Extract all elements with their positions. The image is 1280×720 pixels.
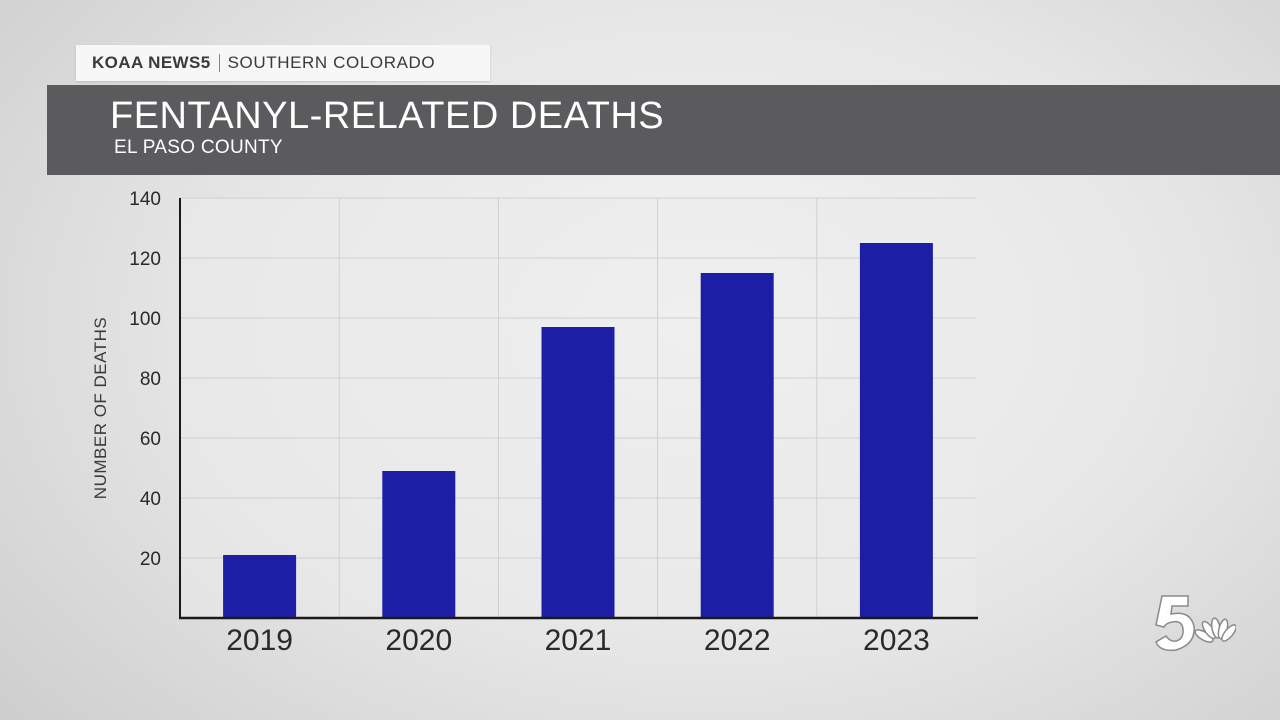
bar-2021 — [541, 327, 615, 618]
station-region: SOUTHERN COLORADO — [227, 53, 436, 72]
y-tick-label: 20 — [140, 549, 161, 570]
y-tick-label: 120 — [129, 249, 161, 270]
divider — [218, 54, 220, 72]
x-tick-label: 2023 — [863, 624, 930, 657]
x-tick-labels: 2019 2020 2021 2022 2023 — [226, 624, 930, 657]
y-tick-label: 80 — [140, 369, 161, 390]
y-tick-label: 100 — [129, 309, 161, 330]
y-tick-label: 40 — [140, 489, 161, 510]
y-tick-label: 140 — [129, 189, 161, 210]
station-tag: KOAA NEWS5 SOUTHERN COLORADO — [76, 45, 490, 81]
nbc-5-logo-icon — [1155, 595, 1236, 652]
x-tick-label: 2019 — [226, 624, 293, 657]
x-tick-label: 2022 — [704, 624, 771, 657]
bar-2019 — [223, 555, 297, 618]
y-axis-label: NUMBER OF DEATHS — [91, 317, 110, 499]
station-name: KOAA NEWS5 — [92, 53, 211, 72]
bar-2023 — [859, 243, 933, 618]
x-tick-label: 2020 — [385, 624, 452, 657]
title-bar: FENTANYL-RELATED DEATHS EL PASO COUNTY — [47, 85, 1280, 175]
grid-layer — [180, 197, 976, 618]
bar-layer — [223, 243, 933, 618]
chart-subtitle: EL PASO COUNTY — [114, 137, 283, 158]
x-tick-label: 2021 — [545, 624, 612, 657]
bar-2020 — [382, 471, 456, 618]
bar-2022 — [700, 273, 774, 618]
chart-title: FENTANYL-RELATED DEATHS — [110, 95, 665, 137]
y-tick-labels: 20 40 60 80 100 120 140 — [129, 189, 161, 570]
y-tick-label: 60 — [140, 429, 161, 450]
